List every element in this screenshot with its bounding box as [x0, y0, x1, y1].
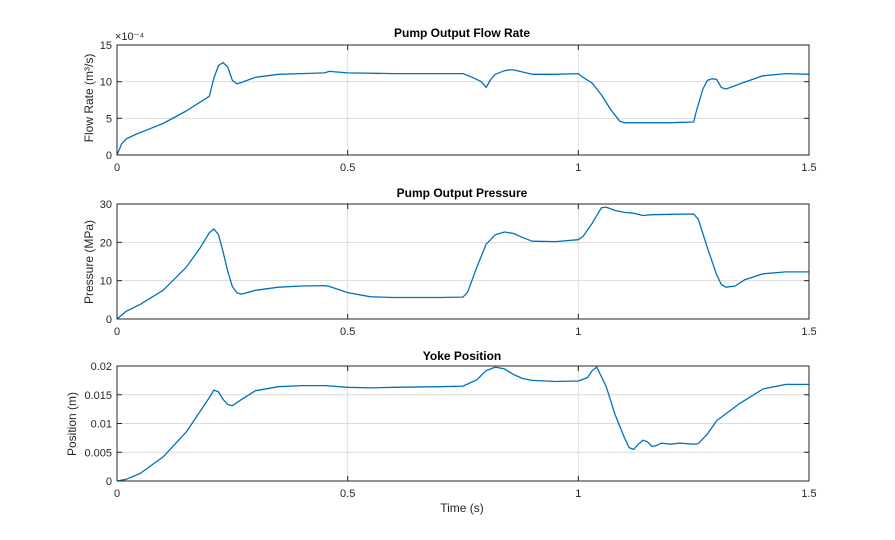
- yoke-position-subplot: Yoke Position Position (m) Time (s) 0 0.5…: [65, 349, 817, 515]
- pressure-subplot: Pump Output Pressure Pressure (MPa) 0 0.5…: [82, 186, 817, 338]
- pressure-axes-frame: [116, 203, 810, 320]
- pressure-grid: [117, 204, 809, 319]
- flow-axes-frame: [116, 44, 810, 156]
- yoke-ytick-label: 0.015: [84, 390, 112, 402]
- flow-rate-subplot: Pump Output Flow Rate ×10⁻⁴ Flow Rate (m…: [82, 26, 817, 174]
- flow-xtick-label: 1: [575, 162, 581, 174]
- flow-ytick-label: 15: [100, 40, 112, 52]
- pressure-xtick-label: 0.5: [340, 326, 355, 338]
- flow-ytick-label: 5: [106, 113, 112, 125]
- pressure-ytick-label: 0: [106, 314, 112, 326]
- yoke-series-line: [116, 366, 809, 482]
- pressure-xtick-label: 1.5: [801, 326, 816, 338]
- flow-series-line: [116, 61, 810, 156]
- yoke-position-ylabel: Position (m): [65, 392, 79, 456]
- yoke-grid: [117, 366, 809, 481]
- pressure-ytick-label: 20: [100, 237, 112, 249]
- flow-rate-exponent-label: ×10⁻⁴: [115, 31, 144, 43]
- time-xlabel: Time (s): [440, 501, 484, 515]
- flow-xtick-label: 0: [114, 162, 120, 174]
- flow-ytick-label: 0: [106, 150, 112, 162]
- pressure-ytick-label: 10: [100, 276, 112, 288]
- flow-rate-title: Pump Output Flow Rate: [394, 26, 530, 40]
- pressure-ylabel: Pressure (MPa): [82, 220, 96, 304]
- flow-rate-ylabel: Flow Rate (m³/s): [82, 54, 96, 143]
- flow-xtick-label: 0.5: [340, 162, 355, 174]
- yoke-axes-frame: [116, 365, 810, 482]
- pressure-series-line: [116, 206, 809, 320]
- pressure-ytick-label: 30: [100, 199, 112, 211]
- yoke-ytick-label: 0.02: [91, 361, 112, 373]
- pressure-title: Pump Output Pressure: [397, 186, 528, 200]
- yoke-xtick-label: 0: [114, 488, 120, 500]
- yoke-ytick-label: 0.005: [84, 447, 112, 459]
- yoke-position-title: Yoke Position: [423, 349, 501, 363]
- flow-xtick-label: 1.5: [801, 162, 816, 174]
- flow-ytick-label: 10: [100, 77, 112, 89]
- flow-grid: [117, 45, 809, 155]
- pressure-xtick-label: 1: [575, 326, 581, 338]
- yoke-xtick-label: 1: [575, 488, 581, 500]
- yoke-xtick-label: 0.5: [340, 488, 355, 500]
- yoke-ytick-label: 0: [106, 476, 112, 488]
- pressure-xtick-label: 0: [114, 326, 120, 338]
- yoke-xtick-label: 1.5: [801, 488, 816, 500]
- yoke-ytick-label: 0.01: [91, 419, 112, 431]
